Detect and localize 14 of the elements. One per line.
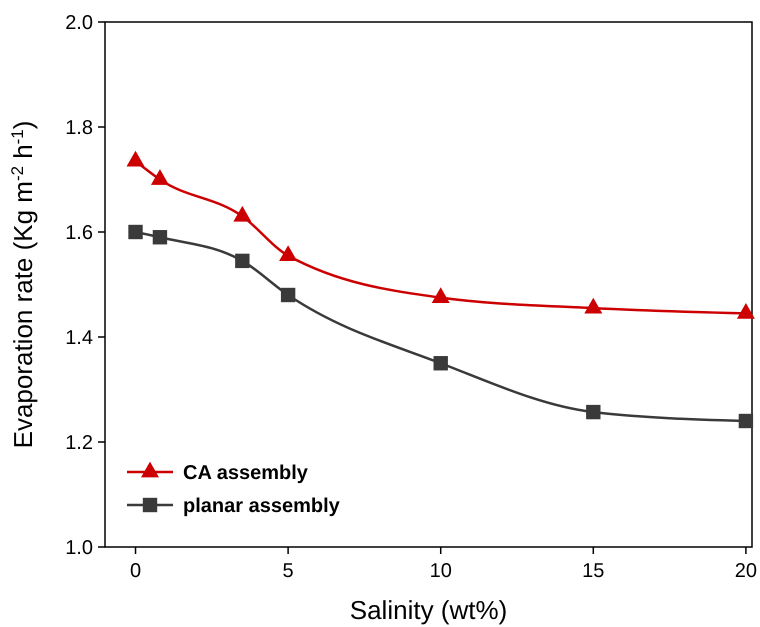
x-axis-title: Salinity (wt%) [350, 595, 508, 625]
x-tick-label: 10 [430, 560, 452, 582]
x-tick-label: 0 [130, 560, 142, 582]
x-tick-label: 5 [282, 560, 294, 582]
x-tick-label: 15 [582, 560, 604, 582]
y-tick-label: 1.0 [65, 537, 93, 559]
legend-label: planar assembly [183, 495, 341, 517]
x-tick-label: 20 [734, 560, 758, 582]
y-tick-label: 1.8 [65, 117, 93, 139]
y-tick-label: 1.4 [65, 327, 93, 349]
y-tick-label: 1.2 [65, 432, 93, 454]
legend-label: CA assembly [183, 462, 309, 484]
y-tick-label: 1.6 [65, 222, 93, 244]
y-tick-label: 2.0 [65, 12, 93, 34]
